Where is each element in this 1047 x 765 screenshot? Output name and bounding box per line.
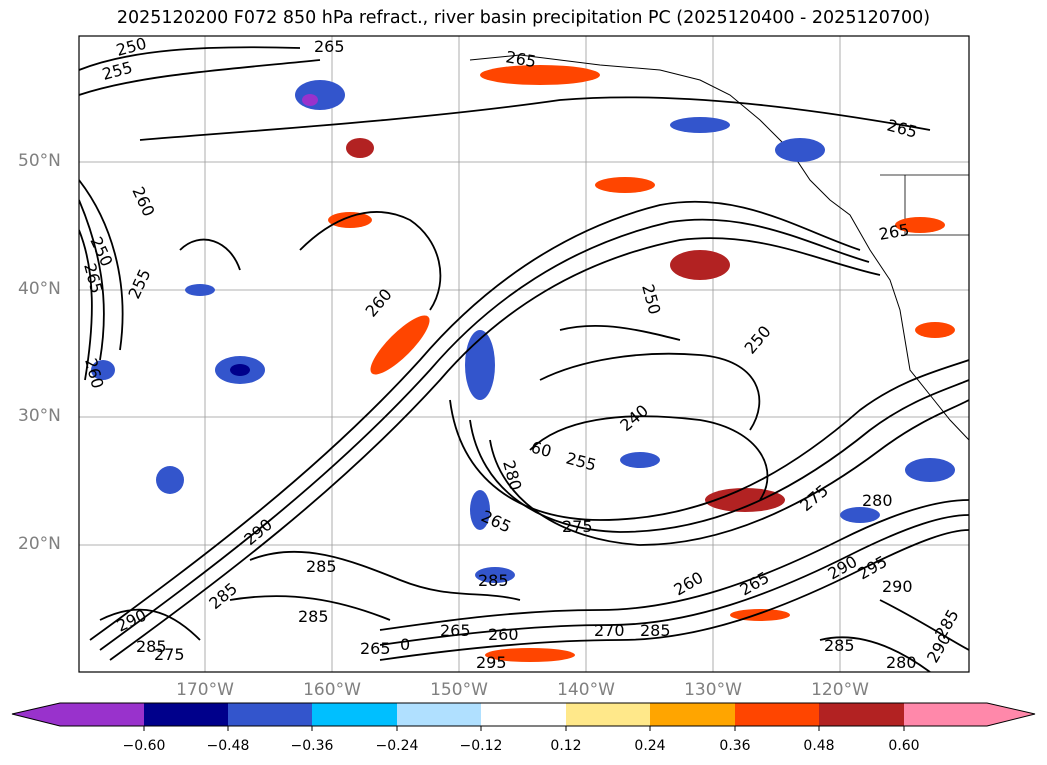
svg-text:285: 285	[298, 607, 329, 626]
svg-text:260: 260	[488, 625, 519, 644]
colorbar-cell	[987, 703, 1035, 726]
svg-text:285: 285	[306, 557, 337, 576]
map-title: 2025120200 F072 850 hPa refract., river …	[116, 8, 931, 28]
lon-label-170w: 170°W	[176, 680, 234, 700]
colorbar-tick-label: 0.12	[550, 738, 582, 754]
lon-label-120w: 120°W	[811, 680, 869, 700]
svg-text:265: 265	[314, 37, 345, 56]
colorbar-tick-label: −0.12	[459, 738, 503, 754]
colorbar-tick-label: −0.24	[375, 738, 419, 754]
refractivity-contours	[79, 46, 969, 672]
svg-text:285: 285	[478, 571, 509, 590]
graticule	[79, 36, 969, 672]
colorbar-cell	[481, 703, 566, 726]
colorbar-cell	[650, 703, 735, 726]
svg-text:295: 295	[476, 653, 507, 672]
colorbar-outline	[11, 702, 1036, 727]
colorbar-cell	[60, 703, 144, 726]
coastline	[469, 54, 969, 441]
map-frame	[78, 35, 970, 673]
colorbar-tick-label: 0.60	[888, 738, 920, 754]
colorbar-tick-label: −0.60	[122, 738, 166, 754]
svg-text:270: 270	[594, 621, 625, 640]
lat-label-30n: 30°N	[18, 406, 61, 426]
colorbar-cell	[12, 703, 60, 726]
colorbar-cell	[144, 703, 228, 726]
precip-patches	[91, 65, 955, 662]
colorbar-cell	[566, 703, 650, 726]
lon-label-150w: 150°W	[430, 680, 488, 700]
svg-text:280: 280	[862, 491, 893, 510]
colorbar	[11, 702, 1036, 731]
colorbar-cell	[904, 703, 987, 726]
colorbar-tick-label: 0.36	[719, 738, 751, 754]
lat-label-50n: 50°N	[18, 151, 61, 171]
lon-label-160w: 160°W	[303, 680, 361, 700]
lat-label-40n: 40°N	[18, 279, 61, 299]
svg-text:280: 280	[886, 653, 917, 672]
svg-text:285: 285	[136, 637, 167, 656]
svg-text:250: 250	[114, 34, 148, 60]
lat-label-20n: 20°N	[18, 534, 61, 554]
colorbar-cell	[735, 703, 819, 726]
colorbar-cell	[397, 703, 481, 726]
colorbar-cell	[312, 703, 397, 726]
colorbar-tick-label: −0.48	[206, 738, 250, 754]
svg-text:60: 60	[529, 438, 554, 462]
colorbar-tick-label: 0.48	[803, 738, 835, 754]
lon-label-140w: 140°W	[557, 680, 615, 700]
colorbar-tick-label: −0.36	[290, 738, 334, 754]
svg-text:290: 290	[882, 577, 913, 596]
svg-text:0: 0	[400, 635, 410, 654]
map-frame-bg	[79, 36, 969, 672]
svg-text:275: 275	[154, 645, 185, 664]
svg-text:265: 265	[360, 639, 391, 658]
svg-text:275: 275	[562, 517, 593, 536]
colorbar-cell	[819, 703, 904, 726]
lon-label-130w: 130°W	[684, 680, 742, 700]
colorbar-tick-label: 0.24	[634, 738, 666, 754]
svg-text:285: 285	[640, 621, 671, 640]
svg-text:285: 285	[824, 636, 855, 655]
svg-text:265: 265	[440, 621, 471, 640]
colorbar-cell	[228, 703, 312, 726]
